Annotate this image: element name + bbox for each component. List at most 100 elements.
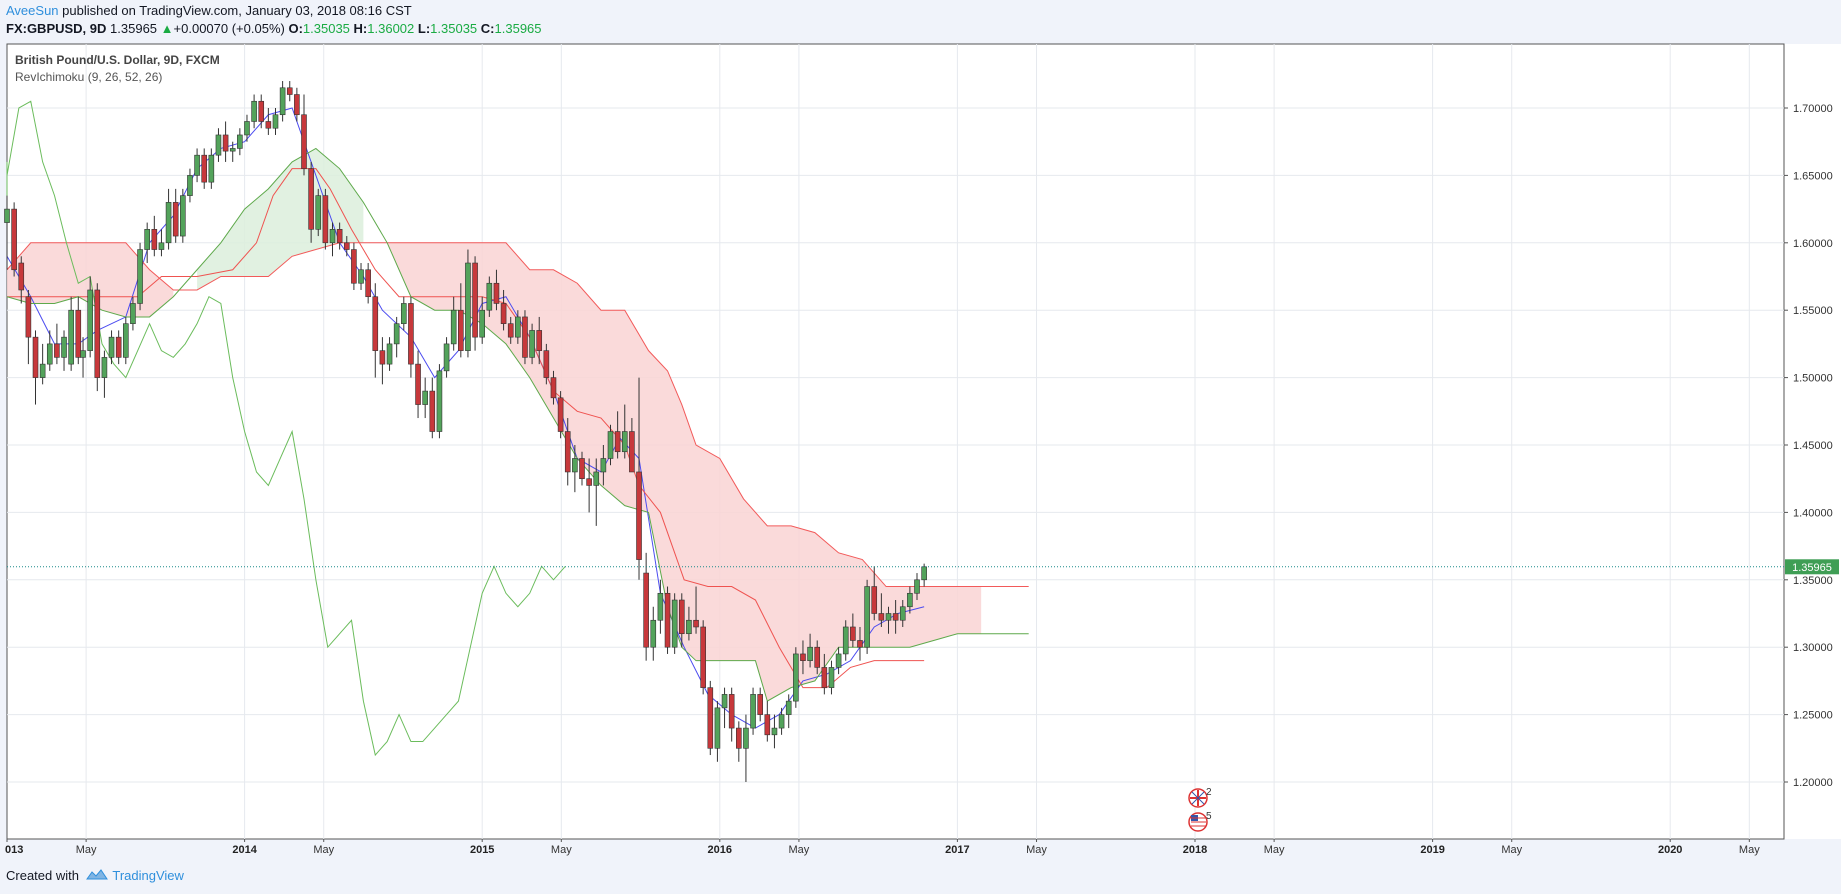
candle-down	[472, 262, 478, 338]
ohlc-bar: FX:GBPUSD, 9D 1.35965 ▲+0.00070 (+0.05%)…	[6, 21, 542, 36]
candle-up	[657, 592, 664, 621]
y-tick-label: 1.45000	[1793, 440, 1833, 452]
candle-up	[61, 336, 67, 358]
close-value: 1.35965	[494, 21, 542, 36]
uk-event-count: 2	[1206, 787, 1212, 798]
legend-indicator: RevIchimoku (9, 26, 52, 26)	[15, 70, 162, 84]
x-tick-label: 013	[5, 844, 23, 856]
candle-down	[564, 431, 571, 473]
x-tick-label: May	[1264, 844, 1285, 856]
created-with-text: Created with	[6, 868, 79, 883]
candle-up	[771, 727, 778, 736]
candle-up	[68, 309, 74, 365]
price-axis-background	[1784, 44, 1841, 839]
candle-down	[343, 242, 350, 250]
uk-flag-icon[interactable]	[1188, 788, 1208, 808]
legend: British Pound/U.S. Dollar, 9D, FXCM RevI…	[15, 53, 220, 84]
candle-up	[793, 653, 799, 702]
candle-down	[294, 94, 300, 116]
x-tick-label: May	[76, 844, 97, 856]
candle-up	[842, 626, 849, 655]
candle-up	[750, 694, 756, 729]
candle-down	[764, 714, 771, 736]
candlesticks	[4, 81, 927, 782]
candle-up	[650, 619, 657, 648]
candle-down	[850, 626, 856, 641]
candle-down	[25, 296, 32, 338]
candle-up	[101, 357, 108, 378]
candle-up	[721, 694, 728, 709]
candle-up	[130, 303, 136, 324]
candle-up	[187, 175, 193, 196]
candle-up	[244, 121, 250, 136]
candle-up	[621, 431, 628, 453]
candle-down	[11, 208, 17, 271]
tradingview-logo[interactable]: TradingView	[85, 868, 184, 883]
candle-up	[450, 309, 457, 345]
candle-up	[39, 363, 46, 378]
candle-down	[757, 694, 763, 715]
event-markers[interactable]: 2 5	[1188, 787, 1212, 832]
candle-down	[664, 592, 671, 648]
candle-down	[693, 619, 699, 628]
candle-up	[436, 370, 443, 432]
y-tick-label: 1.25000	[1793, 710, 1833, 722]
y-tick-label: 1.20000	[1793, 777, 1833, 789]
candle-down	[458, 309, 464, 351]
candle-up	[137, 249, 143, 304]
published-text: published on TradingView.com, January 03…	[62, 3, 412, 18]
candle-down	[800, 653, 806, 661]
candle-down	[736, 727, 742, 749]
candle-down	[75, 309, 82, 358]
candle-up	[686, 619, 692, 635]
y-tick-label: 1.60000	[1793, 238, 1833, 250]
candle-up	[108, 336, 115, 358]
candle-down	[507, 323, 514, 338]
legend-title: British Pound/U.S. Dollar, 9D, FXCM	[15, 53, 220, 67]
candle-down	[543, 350, 550, 378]
us-event-count: 5	[1206, 811, 1212, 822]
candle-up	[807, 646, 813, 661]
y-tick-label: 1.40000	[1793, 507, 1833, 519]
bull-cloud	[197, 148, 364, 290]
low-value: 1.35035	[430, 21, 478, 36]
author-link[interactable]: AveeSun	[6, 3, 59, 18]
y-tick-label: 1.50000	[1793, 373, 1833, 385]
price-tag: 1.35965	[1785, 559, 1839, 575]
candle-up	[46, 343, 53, 365]
candle-up	[208, 154, 215, 183]
x-tick-label: 2019	[1420, 844, 1444, 856]
high-value: 1.36002	[367, 21, 415, 36]
candle-down	[586, 478, 592, 486]
candle-up	[4, 208, 10, 223]
grid-lines	[7, 44, 1784, 839]
candle-down	[54, 343, 60, 358]
candle-up	[237, 134, 243, 149]
candle-down	[322, 195, 329, 244]
candle-up	[144, 229, 150, 250]
symbol-label: FX:GBPUSD, 9D	[6, 21, 107, 36]
chikou-span-line	[6, 100, 566, 757]
candle-down	[308, 168, 314, 230]
candle-up	[315, 195, 322, 230]
candle-up	[165, 202, 172, 244]
candle-down	[222, 134, 229, 152]
candle-down	[814, 646, 821, 668]
candle-down	[707, 687, 714, 749]
candle-down	[415, 363, 421, 405]
candle-down	[614, 431, 621, 453]
us-flag-icon[interactable]	[1188, 812, 1208, 832]
candle-down	[536, 330, 543, 351]
candle-down	[857, 640, 863, 648]
candle-up	[400, 303, 407, 324]
x-tick-label: May	[1739, 844, 1760, 856]
candle-up	[835, 653, 842, 668]
publish-info: AveeSun published on TradingView.com, Ja…	[6, 3, 412, 18]
footer: Created with TradingView	[6, 868, 184, 883]
candle-up	[864, 586, 870, 648]
candle-down	[643, 572, 649, 648]
candle-down	[201, 154, 208, 183]
x-tick-label: 2014	[232, 844, 257, 856]
y-tick-label: 1.65000	[1793, 170, 1833, 182]
